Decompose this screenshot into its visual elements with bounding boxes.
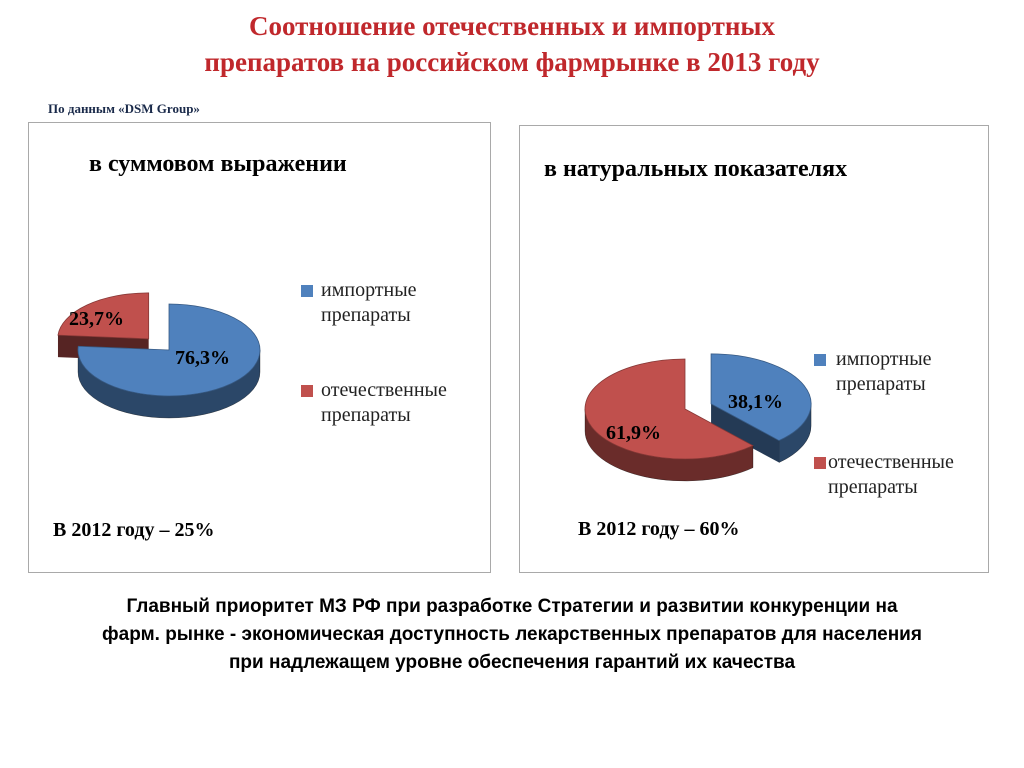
page-title-line-2: препаратов на российском фармрынке в 201…	[204, 47, 820, 77]
pie-chart-value: 76,3% 23,7%	[57, 292, 261, 419]
conclusion-line-1: Главный приоритет МЗ РФ при разработке С…	[126, 596, 898, 617]
legend-label-import: импортные препараты	[321, 279, 417, 326]
chart-title-value: в суммовом выражении	[89, 151, 347, 177]
pie-value-label-0: 76,3%	[175, 347, 230, 369]
pie-units-slice-0	[710, 353, 812, 441]
page-title-line-1: Соотношение отечественных и импортных	[249, 11, 775, 41]
legend-swatch-import	[301, 285, 313, 297]
legend-label-import-units: импортные препараты	[836, 348, 932, 395]
pie-value-slice-0	[77, 303, 261, 397]
pie-value-label-1: 23,7%	[69, 308, 124, 330]
conclusion-line-2: фарм. рынке - экономическая доступность …	[102, 624, 922, 645]
pie-value-slice-1	[57, 292, 150, 340]
legend-label-domestic: отечественные препараты	[321, 379, 447, 426]
source-note: По данным «DSM Group»	[48, 101, 200, 116]
chart-title-units: в натуральных показателях	[544, 156, 848, 182]
legend-swatch-import-units	[814, 354, 826, 366]
legend-label-domestic-units: отечественные препараты	[828, 451, 954, 498]
conclusion-text: Главный приоритет МЗ РФ при разработке С…	[8, 593, 1016, 677]
conclusion-line-3: при надлежащем уровне обеспечения гарант…	[228, 652, 796, 673]
pie-chart-units: 38,1% 61,9%	[584, 353, 812, 482]
pie-units-label-1: 61,9%	[606, 422, 661, 444]
pie-units-slice-cut-0-1	[711, 403, 780, 463]
chart-panel-units: в натуральных показателях 38,1% 61,9% имп…	[519, 125, 989, 573]
chart-panel-value: в суммовом выражении 76,3% 23,7% импортны…	[28, 122, 491, 573]
legend-swatch-domestic-units	[814, 457, 826, 469]
chart-note-units: В 2012 году – 60%	[578, 518, 740, 540]
pie-units-label-0: 38,1%	[728, 391, 783, 413]
legend-swatch-domestic	[301, 385, 313, 397]
page-title: Соотношение отечественных и импортных пр…	[60, 8, 964, 80]
chart-note-value: В 2012 году – 25%	[53, 519, 215, 541]
pie-units-slice-1	[584, 358, 754, 460]
